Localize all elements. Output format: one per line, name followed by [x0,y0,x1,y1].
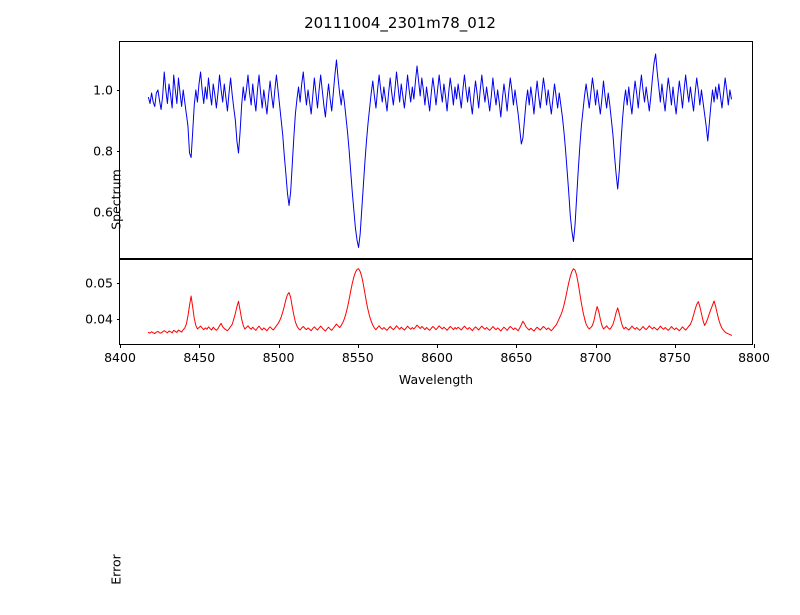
x-tick-mark [357,344,359,348]
error-axis-label: Error [108,554,124,585]
spectrum-axis-label: Spectrum [108,169,124,230]
x-tick-mark [437,344,438,348]
y-tick-label: 0.04 [85,311,113,327]
x-tick-label: 8400 [104,350,136,365]
y-tick-mark [116,283,120,285]
x-tick-label: 8600 [421,350,453,365]
x-tick-mark [199,344,201,348]
y-tick-label: 1.0 [93,82,113,98]
x-tick-mark [674,344,676,348]
spectrum-plot-surface [120,42,752,258]
matplotlib-figure: 20111004_2301m78_012 0.6 0.8 1.0 Spectrum … [85,14,770,585]
x-tick-label: 8450 [183,350,216,365]
spectrum-plot-panel: 0.6 0.8 1.0 Spectrum [93,41,753,259]
spectrum-line-series [120,42,752,258]
y-tick-label: 0.05 [85,275,113,291]
wavelength-axis-label: Wavelength [398,372,474,387]
x-tick-label: 8750 [658,350,691,365]
y-tick-mark [116,90,120,92]
x-tick-mark [278,344,280,348]
y-tick-mark [116,211,120,213]
x-tick-label: 8700 [579,350,612,365]
x-tick-label: 8650 [500,350,533,365]
x-tick-label: 8550 [341,350,374,365]
y-tick-mark [116,319,120,321]
y-tick-label: 0.8 [93,143,113,159]
error-line-series [120,260,752,344]
x-tick-mark [754,344,755,348]
y-tick-label: 0.6 [93,204,113,220]
page-title: 20111004_2301m78_012 [304,14,496,32]
x-tick-label: 8800 [738,350,770,365]
x-tick-mark [516,344,518,348]
error-plot-panel: 0.04 0.05 8400 8450 8500 8550 8600 8650 8700 875… [85,259,770,585]
x-tick-mark [595,344,597,348]
x-tick-mark [120,344,121,348]
error-plot-surface [120,260,752,344]
x-tick-label: 8500 [262,350,295,365]
y-tick-mark [116,151,120,152]
